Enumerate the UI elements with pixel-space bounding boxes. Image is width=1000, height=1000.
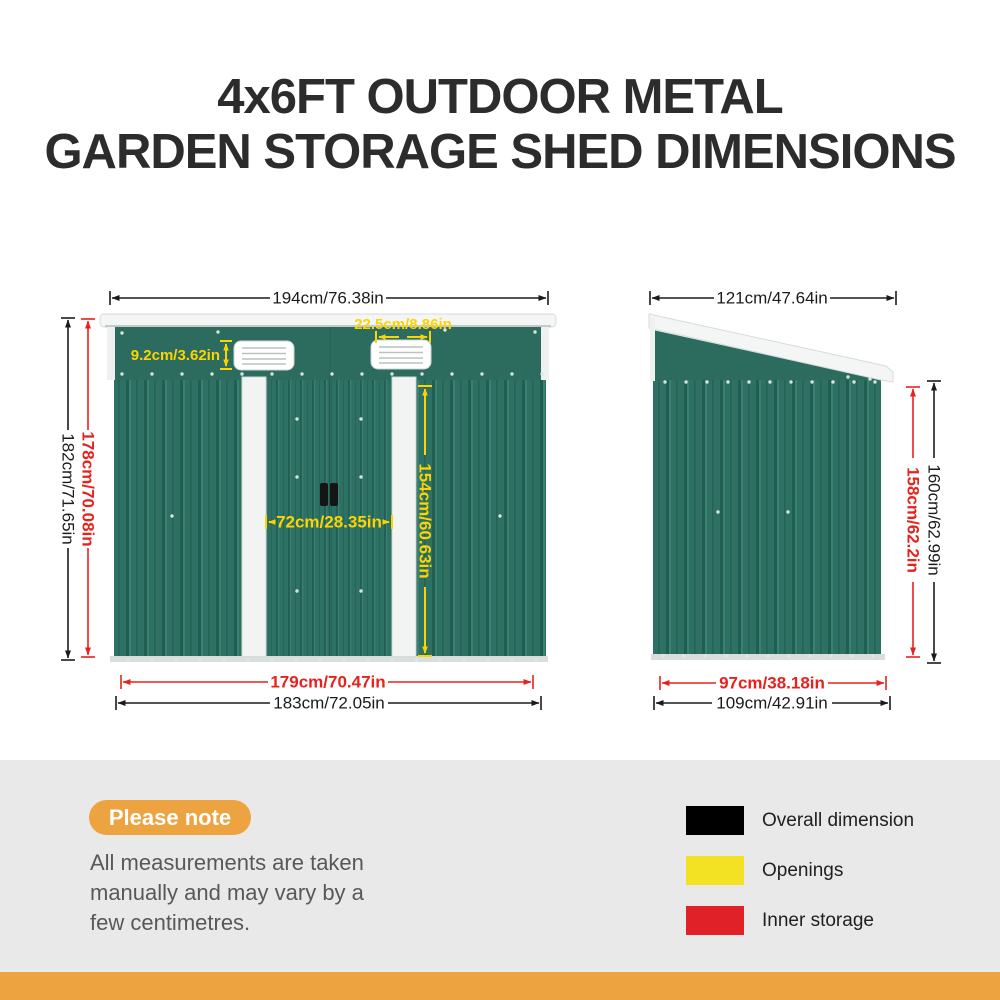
footer-panel: Please note All measurements are taken m…: [0, 760, 1000, 972]
side-top-width-label: 121cm/47.64in: [716, 289, 828, 308]
note-line-2: manually and may vary by a: [90, 880, 364, 905]
side-trim-left: [650, 318, 655, 381]
door-handle: [330, 483, 338, 506]
dim-vent-width: [375, 331, 431, 343]
front-gable: [107, 327, 549, 380]
vent-left: [233, 340, 295, 371]
sliding-door: [241, 376, 417, 659]
dim-front-top-width: [109, 291, 549, 305]
dim-side-outer-width: [653, 696, 891, 710]
front-top-width-label: 194cm/76.38in: [272, 289, 384, 308]
openings-swatch-icon: [686, 856, 744, 885]
dim-front-inner-height: [81, 318, 95, 658]
bottom-accent-bar: [0, 972, 1000, 1000]
dim-side-outer-height: [927, 380, 941, 664]
dim-front-outer-width: [115, 696, 542, 710]
dim-door-height: [418, 385, 432, 657]
dim-side-inner-height: [906, 386, 920, 658]
door-handle: [320, 483, 328, 506]
please-note-badge: Please note: [89, 800, 251, 835]
front-inner-width-label: 179cm/70.47in: [270, 673, 385, 692]
front-base: [110, 656, 548, 662]
door-height-label: 154cm/60.63in: [416, 463, 435, 578]
dim-front-inner-width: [120, 675, 534, 689]
front-view: [99, 313, 557, 662]
openings-label: Openings: [762, 859, 844, 881]
front-inner-height-label: 178cm/70.08in: [79, 431, 98, 546]
legend-row-openings: Openings: [686, 856, 914, 885]
screw-dots: [120, 328, 877, 662]
door-panel: [266, 380, 392, 656]
side-view: [648, 313, 894, 660]
dim-front-outer-height: [61, 317, 75, 661]
front-roof-shadow: [105, 325, 551, 328]
side-roof: [648, 313, 894, 383]
legend-row-overall: Overall dimension: [686, 806, 914, 835]
legend: Overall dimension Openings Inner storage: [686, 806, 914, 956]
dim-side-top-width: [649, 291, 897, 305]
vent-height-label: 9.2cm/3.62in: [131, 347, 220, 364]
legend-row-inner: Inner storage: [686, 906, 914, 935]
note-line-3: few centimetres.: [90, 910, 251, 935]
door-post-right: [391, 376, 417, 659]
side-inner-width-label: 97cm/38.18in: [719, 674, 825, 693]
front-outer-width-label: 183cm/72.05in: [273, 694, 385, 713]
side-wall: [653, 380, 881, 654]
dim-vent-height: [220, 340, 232, 370]
note-text: All measurements are taken manually and …: [90, 848, 430, 938]
overall-dimension-swatch-icon: [686, 806, 744, 835]
door-width-label: 72cm/28.35in: [276, 513, 382, 532]
inner-storage-label: Inner storage: [762, 909, 874, 931]
side-outer-width-label: 109cm/42.91in: [716, 694, 828, 713]
overall-dimension-label: Overall dimension: [762, 809, 915, 831]
door-post-left: [241, 376, 267, 659]
page-title: 4x6FT OUTDOOR METAL GARDEN STORAGE SHED …: [0, 70, 1000, 180]
dim-side-inner-width: [659, 676, 887, 690]
vent-right: [370, 339, 432, 370]
title-line-2: GARDEN STORAGE SHED DIMENSIONS: [44, 125, 956, 179]
front-gable-trim-right: [541, 327, 549, 380]
vent-width-label: 22.5cm/8.86in: [354, 316, 452, 333]
front-outer-height-label: 182cm/71.65in: [59, 433, 78, 545]
side-outer-height-label: 160cm/62.99in: [925, 464, 944, 576]
front-gable-trim-left: [107, 327, 115, 380]
title-line-1: 4x6FT OUTDOOR METAL: [217, 70, 783, 124]
side-inner-height-label: 158cm/62.2in: [904, 467, 923, 573]
note-line-1: All measurements are taken: [90, 850, 364, 875]
dim-door-width: [265, 515, 393, 529]
inner-storage-swatch-icon: [686, 906, 744, 935]
